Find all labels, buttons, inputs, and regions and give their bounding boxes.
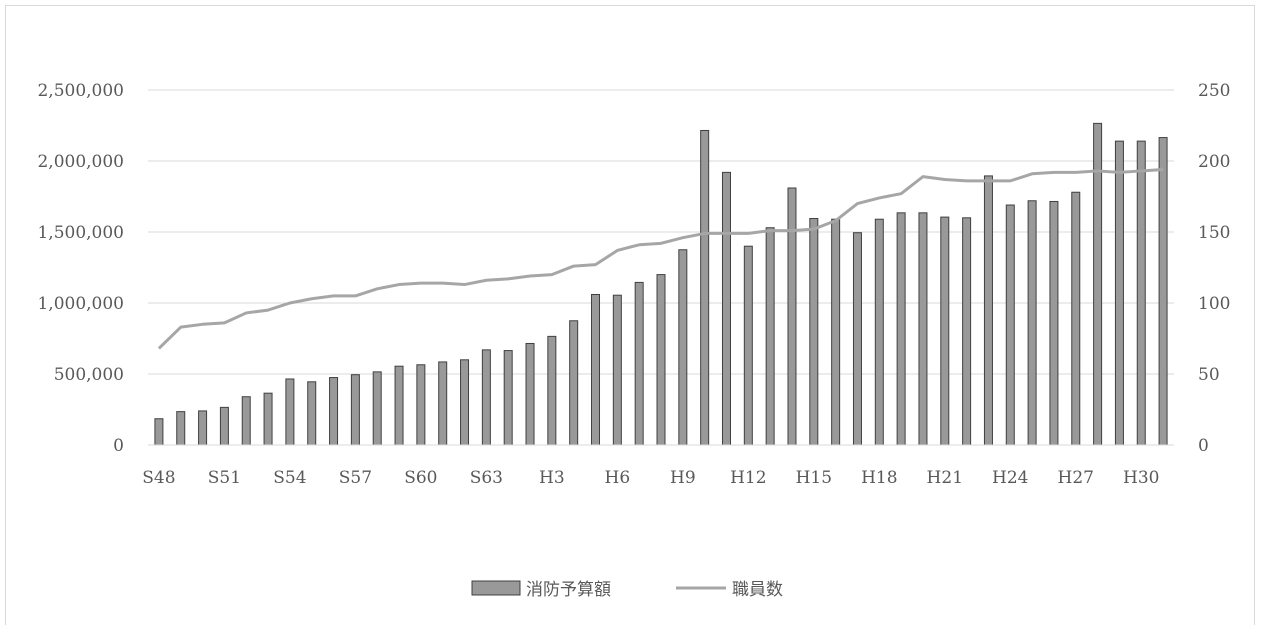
left-axis-tick-label: 1,500,000 — [37, 223, 124, 243]
bar — [372, 371, 382, 446]
legend-bar-label: 消防予算額 — [526, 580, 611, 600]
right-axis-tick-label: 0 — [1198, 436, 1209, 456]
x-axis-tick-label: S54 — [273, 468, 306, 488]
bar — [765, 227, 775, 446]
bar — [1005, 204, 1015, 446]
x-axis-tick-label: S60 — [404, 468, 437, 488]
bar — [394, 365, 404, 446]
x-axis-tick-label: H9 — [670, 468, 696, 488]
bar — [591, 293, 601, 446]
x-axis-tick-label: H27 — [1058, 468, 1094, 488]
bar — [263, 392, 273, 446]
bar — [1158, 137, 1168, 446]
bar — [896, 212, 906, 446]
bar — [809, 218, 819, 446]
left-axis-tick-label: 2,000,000 — [37, 152, 124, 172]
right-axis: 0 50 100 150 200 250 — [1198, 81, 1230, 456]
bar — [460, 359, 470, 446]
bar — [1071, 191, 1081, 446]
bar — [219, 406, 229, 446]
x-axis-tick-label: H6 — [605, 468, 631, 488]
bar — [569, 320, 579, 446]
bar — [198, 410, 208, 446]
bar — [743, 245, 753, 446]
x-axis-tick-label: H30 — [1123, 468, 1159, 488]
bar — [940, 216, 950, 446]
x-axis-tick-label: H18 — [861, 468, 897, 488]
bar — [656, 274, 666, 446]
bar — [481, 349, 491, 446]
right-axis-tick-label: 100 — [1198, 294, 1230, 314]
chart-frame — [5, 5, 1255, 625]
bar — [1114, 140, 1124, 446]
bar — [1049, 200, 1059, 446]
x-axis-tick-label: H3 — [539, 468, 565, 488]
right-axis-tick-label: 150 — [1198, 223, 1230, 243]
bar — [634, 281, 644, 446]
bar — [503, 350, 513, 446]
bar — [438, 361, 448, 446]
bar — [176, 411, 186, 446]
bar — [787, 187, 797, 446]
bar — [700, 129, 710, 446]
bar — [154, 418, 164, 446]
bar — [612, 294, 622, 446]
left-axis-tick-label: 0 — [113, 436, 124, 456]
bar — [329, 377, 339, 446]
bar — [962, 217, 972, 446]
bar — [547, 335, 557, 446]
bar — [1136, 140, 1146, 446]
legend-bar-swatch — [471, 580, 521, 596]
bar — [874, 218, 884, 446]
x-axis-tick-label: S48 — [142, 468, 175, 488]
x-axis-tick-label: H21 — [927, 468, 963, 488]
x-axis-tick-label: S51 — [208, 468, 241, 488]
bar — [918, 212, 928, 446]
x-axis: S48 S51 S54 S57 S60 S63 H3 H6 H9 H12 H15 H18 H21 H24 H… — [142, 444, 1174, 488]
right-axis-tick-label: 200 — [1198, 152, 1230, 172]
x-axis-tick-label: H12 — [730, 468, 766, 488]
legend: 消防予算額 職員数 — [471, 580, 783, 600]
left-axis-tick-label: 2,500,000 — [37, 81, 124, 101]
bar — [983, 175, 993, 446]
bar-series — [154, 122, 1168, 446]
line-series — [157, 168, 1164, 350]
right-axis-tick-label: 50 — [1198, 365, 1220, 385]
legend-line-label: 職員数 — [732, 580, 783, 600]
bar — [831, 218, 841, 446]
bar — [852, 232, 862, 446]
x-axis-tick-label: H24 — [992, 468, 1028, 488]
bar — [350, 374, 360, 446]
bar — [525, 342, 535, 446]
x-axis-tick-label: S63 — [470, 468, 503, 488]
left-axis-tick-label: 500,000 — [54, 365, 124, 385]
bar — [678, 249, 688, 446]
bar — [416, 364, 426, 446]
x-axis-tick-label: S57 — [339, 468, 372, 488]
bar — [1027, 200, 1037, 446]
bar — [307, 381, 317, 446]
left-axis-tick-label: 1,000,000 — [37, 294, 124, 314]
bar — [285, 378, 295, 446]
bar — [721, 171, 731, 446]
bar — [241, 396, 251, 446]
left-axis: 0 500,000 1,000,000 1,500,000 2,000,000 2,500… — [37, 81, 124, 456]
line-series-layer — [157, 168, 1164, 350]
x-axis-tick-label: H15 — [796, 468, 832, 488]
right-axis-tick-label: 250 — [1198, 81, 1230, 101]
